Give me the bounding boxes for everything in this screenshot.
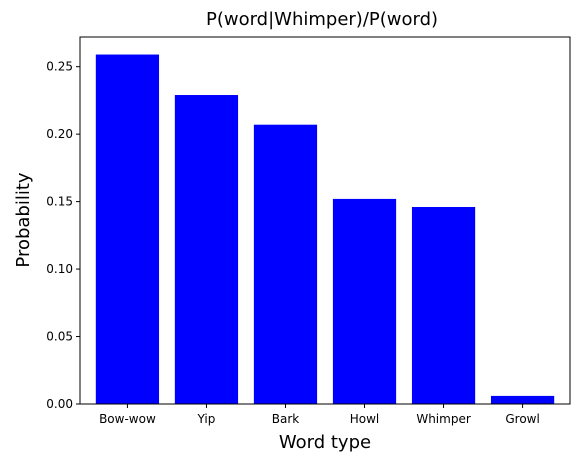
y-tick-label: 0.10 bbox=[46, 262, 73, 276]
y-tick-label: 0.15 bbox=[46, 195, 73, 209]
x-tick-label: Bark bbox=[272, 412, 300, 426]
x-tick-label: Yip bbox=[197, 412, 216, 426]
y-tick-label: 0.05 bbox=[46, 330, 73, 344]
chart-title: P(word|Whimper)/P(word) bbox=[206, 9, 438, 30]
bar-yip bbox=[174, 95, 239, 405]
plot-area: Bow-wow Yip Bark Howl Whimper Growl 0.00 0.05 0.… bbox=[46, 54, 555, 426]
bar-whimper bbox=[411, 207, 476, 404]
x-tick-label: Growl bbox=[505, 412, 539, 426]
y-tick-label: 0.20 bbox=[46, 127, 73, 141]
bar-howl bbox=[332, 198, 397, 404]
plot-frame bbox=[79, 36, 571, 405]
x-tick-label: Whimper bbox=[416, 412, 470, 426]
bar-bark bbox=[253, 124, 318, 404]
y-axis-label: Probability bbox=[13, 172, 34, 267]
x-tick-label: Howl bbox=[350, 412, 380, 426]
y-tick-label: 0.25 bbox=[46, 60, 73, 74]
x-tick-label: Bow-wow bbox=[99, 412, 156, 426]
bar-growl bbox=[490, 395, 555, 404]
y-tick-label: 0.00 bbox=[46, 397, 73, 411]
x-axis-label: Word type bbox=[279, 432, 371, 453]
bar-bow-wow bbox=[95, 54, 160, 404]
